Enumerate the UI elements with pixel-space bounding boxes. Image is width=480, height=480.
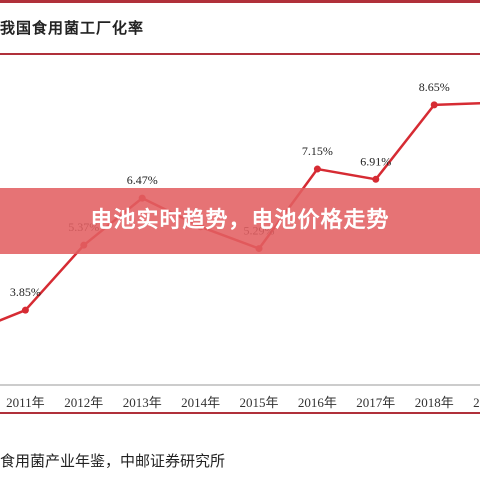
data-point <box>313 165 321 173</box>
x-tick-label: 2012年 <box>64 395 103 410</box>
x-tick-label: 2015年 <box>239 395 278 410</box>
chart-title: 我国食用菌工厂化率 <box>0 19 145 37</box>
data-point <box>21 306 29 314</box>
source-divider <box>0 412 480 414</box>
overlay-banner: 电池实时趋势，电池价格走势 <box>0 188 480 254</box>
data-label: 6.47% <box>127 173 158 187</box>
x-tick-label: 2017年 <box>356 395 395 410</box>
data-point <box>430 101 438 109</box>
x-tick-label: 2013年 <box>123 395 162 410</box>
data-point <box>372 175 380 183</box>
data-label: 8.65% <box>419 80 450 94</box>
x-tick-label: 2011年 <box>6 395 45 410</box>
x-tick-label: 2016年 <box>298 395 337 410</box>
x-tick-label: 2014年 <box>181 395 220 410</box>
x-tick-label: 2019年 <box>473 395 480 410</box>
data-label: 3.85% <box>10 285 41 299</box>
data-label: 7.15% <box>302 144 333 158</box>
source-note: 食用菌产业年鉴，中邮证券研究所 <box>0 452 226 470</box>
title-bar: 我国食用菌工厂化率 <box>0 3 480 55</box>
x-axis: 2010年2011年2012年2013年2014年2015年2016年2017年… <box>0 384 480 410</box>
banner-text: 电池实时趋势，电池价格走势 <box>90 208 390 233</box>
data-label: 6.91% <box>360 154 391 168</box>
x-tick-label: 2018年 <box>415 395 454 410</box>
